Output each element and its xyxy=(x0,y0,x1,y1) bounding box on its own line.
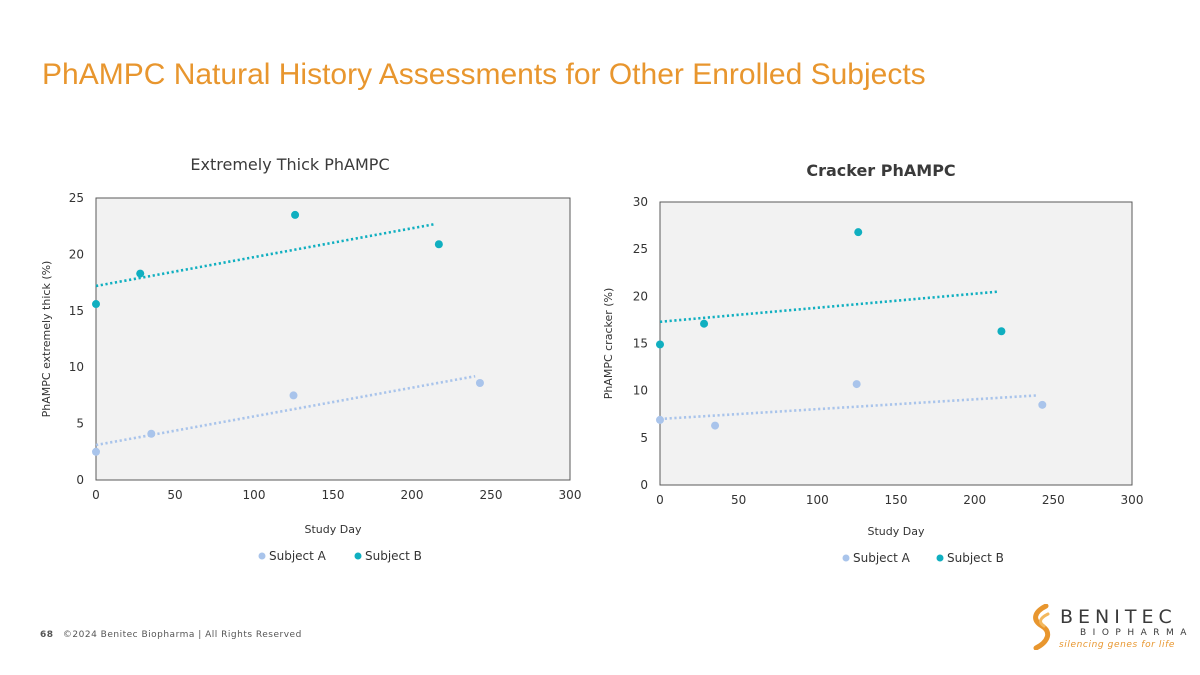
data-point-subject-b xyxy=(700,319,709,328)
y-tick-label: 30 xyxy=(633,195,648,209)
y-tick-label: 15 xyxy=(69,304,84,318)
benitec-logo: BENITEC BIOPHARMA silencing genes for li… xyxy=(1026,604,1186,654)
x-tick-label: 150 xyxy=(885,493,908,507)
data-point-subject-a xyxy=(475,378,484,387)
data-point-subject-a xyxy=(711,421,720,430)
legend-label: Subject A xyxy=(853,551,911,565)
x-tick-label: 0 xyxy=(656,493,664,507)
slide-title: PhAMPC Natural History Assessments for O… xyxy=(42,58,926,91)
x-tick-label: 250 xyxy=(1042,493,1065,507)
y-tick-label: 25 xyxy=(633,242,648,256)
x-tick-label: 250 xyxy=(480,488,503,502)
y-tick-label: 10 xyxy=(69,360,84,374)
data-point-subject-b xyxy=(656,340,664,349)
x-tick-label: 300 xyxy=(559,488,582,502)
x-tick-label: 100 xyxy=(243,488,266,502)
data-point-subject-b xyxy=(92,300,100,309)
legend-marker xyxy=(842,554,850,562)
y-tick-label: 5 xyxy=(76,417,84,431)
x-tick-label: 0 xyxy=(92,488,100,502)
data-point-subject-b xyxy=(854,228,863,237)
logo-tagline: silencing genes for life xyxy=(1059,640,1176,650)
x-tick-label: 300 xyxy=(1121,493,1144,507)
x-tick-label: 50 xyxy=(731,493,746,507)
copyright-text: ©2024 Benitec Biopharma | All Rights Res… xyxy=(62,630,302,640)
y-tick-label: 15 xyxy=(633,337,648,351)
y-axis-label: PhAMPC cracker (%) xyxy=(602,288,615,400)
data-point-subject-a xyxy=(92,447,100,456)
x-tick-label: 200 xyxy=(963,493,986,507)
data-point-subject-b xyxy=(997,327,1006,336)
x-axis-label: Study Day xyxy=(305,523,362,536)
legend-label: Subject B xyxy=(947,551,1004,565)
y-tick-label: 20 xyxy=(633,289,648,303)
chart-title: Cracker PhAMPC xyxy=(806,161,955,180)
x-tick-label: 50 xyxy=(167,488,182,502)
legend-label: Subject A xyxy=(269,549,327,563)
data-point-subject-b xyxy=(434,240,443,249)
trendline-subject-a xyxy=(95,374,476,447)
x-tick-label: 200 xyxy=(401,488,424,502)
logo-subtitle: BIOPHARMA xyxy=(1080,628,1193,638)
y-tick-label: 5 xyxy=(640,431,648,445)
data-point-subject-a xyxy=(1038,400,1047,409)
plot-area xyxy=(95,197,571,481)
data-point-subject-a xyxy=(656,415,664,424)
y-axis-label: PhAMPC extremely thick (%) xyxy=(40,261,53,418)
data-point-subject-a xyxy=(147,429,156,438)
data-point-subject-b xyxy=(136,269,145,278)
trendline-subject-b xyxy=(659,290,999,324)
data-point-subject-b xyxy=(291,210,300,219)
y-tick-label: 20 xyxy=(69,247,84,261)
trendline-subject-a xyxy=(659,394,1038,421)
x-axis-label: Study Day xyxy=(868,525,925,538)
legend-marker xyxy=(354,552,362,560)
helix-logo-icon xyxy=(1033,604,1051,650)
y-tick-label: 0 xyxy=(640,478,648,492)
y-tick-label: 10 xyxy=(633,384,648,398)
y-tick-label: 25 xyxy=(69,191,84,205)
x-tick-label: 100 xyxy=(806,493,829,507)
plot-area xyxy=(659,201,1133,486)
footer: 68 ©2024 Benitec Biopharma | All Rights … xyxy=(40,630,302,640)
data-point-subject-a xyxy=(289,391,298,400)
legend-marker xyxy=(936,554,944,562)
logo-wordmark: BENITEC xyxy=(1060,606,1177,628)
x-tick-label: 150 xyxy=(322,488,345,502)
y-tick-label: 0 xyxy=(76,473,84,487)
chart-title: Extremely Thick PhAMPC xyxy=(190,155,389,174)
data-point-subject-a xyxy=(852,380,861,389)
page-number: 68 xyxy=(40,630,54,640)
legend-marker xyxy=(258,552,266,560)
legend-label: Subject B xyxy=(365,549,422,563)
